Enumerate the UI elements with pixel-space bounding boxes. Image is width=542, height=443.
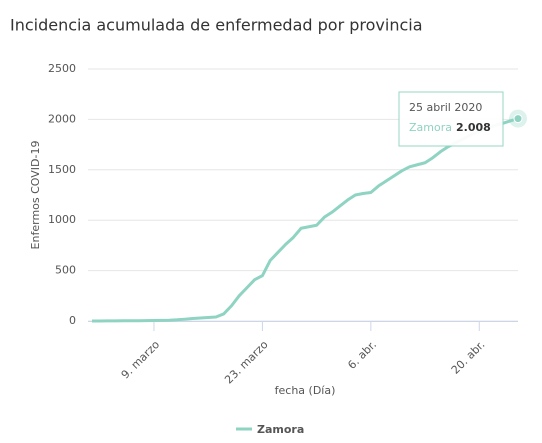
tooltip-title: 25 abril 2020 bbox=[409, 101, 482, 114]
x-tick-label: 9. marzo bbox=[119, 338, 163, 382]
tooltip-box bbox=[398, 91, 504, 147]
tooltip-series: Zamora bbox=[409, 121, 452, 134]
x-tick-label: 6. abr. bbox=[345, 338, 379, 372]
x-tick-label: 20. abr. bbox=[449, 338, 488, 377]
chart-title: Incidencia acumulada de enfermedad por p… bbox=[10, 16, 423, 35]
y-tick-label: 2500 bbox=[48, 62, 76, 75]
tooltip: 25 abril 2020 Zamora 2.008 bbox=[398, 91, 504, 147]
tooltip-value: Zamora 2.008 bbox=[409, 121, 491, 134]
y-tick-label: 1500 bbox=[48, 163, 76, 176]
y-tick-label: 0 bbox=[69, 314, 76, 327]
x-axis-label: fecha (Día) bbox=[275, 384, 336, 397]
y-tick-label: 2000 bbox=[48, 112, 76, 125]
x-tick-label: 23. marzo bbox=[222, 338, 271, 387]
series-line bbox=[92, 117, 519, 323]
tooltip-number: 2.008 bbox=[456, 121, 491, 134]
legend-label: Zamora bbox=[257, 423, 304, 436]
y-tick-label: 500 bbox=[55, 264, 76, 277]
hover-point bbox=[513, 114, 523, 124]
y-axis-label: Enfermos COVID-19 bbox=[29, 141, 42, 250]
y-tick-label: 1000 bbox=[48, 213, 76, 226]
